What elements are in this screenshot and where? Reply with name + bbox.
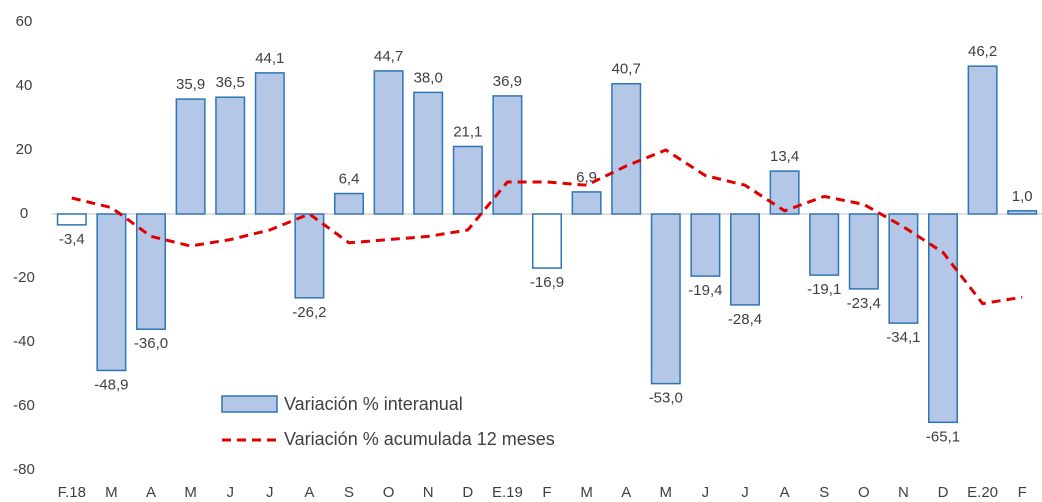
bar bbox=[690, 213, 721, 277]
data-label: -3,4 bbox=[59, 231, 85, 248]
y-tick-label: 40 bbox=[16, 77, 33, 94]
x-tick-label: A bbox=[780, 484, 790, 501]
data-label: 40,7 bbox=[612, 61, 641, 78]
bar bbox=[611, 83, 642, 215]
data-label: -65,1 bbox=[926, 428, 960, 445]
x-tick-label: N bbox=[423, 484, 434, 501]
x-tick-label: M bbox=[660, 484, 673, 501]
bar bbox=[650, 213, 681, 385]
x-tick-label: J bbox=[226, 484, 234, 501]
x-tick-label: A bbox=[621, 484, 631, 501]
data-label: 36,9 bbox=[493, 73, 522, 90]
data-label: 13,4 bbox=[770, 148, 799, 165]
x-tick-label: F.18 bbox=[58, 484, 86, 501]
bar bbox=[254, 72, 285, 215]
x-tick-label: S bbox=[344, 484, 354, 501]
y-tick-label: -60 bbox=[13, 397, 35, 414]
bar bbox=[848, 213, 879, 290]
x-tick-label: S bbox=[819, 484, 829, 501]
bar bbox=[294, 213, 325, 299]
x-tick-label: J bbox=[266, 484, 274, 501]
bar bbox=[56, 213, 87, 226]
x-tick-label: D bbox=[938, 484, 949, 501]
bar bbox=[571, 191, 602, 215]
data-label: 35,9 bbox=[176, 76, 205, 93]
bar bbox=[1007, 210, 1038, 215]
data-label: -28,4 bbox=[728, 311, 762, 328]
y-tick-label: -20 bbox=[13, 269, 35, 286]
data-label: -19,4 bbox=[688, 282, 722, 299]
x-tick-label: F bbox=[542, 484, 551, 501]
x-tick-label: D bbox=[462, 484, 473, 501]
bar bbox=[452, 145, 483, 215]
data-label: -23,4 bbox=[847, 295, 881, 312]
legend-swatch-bar bbox=[221, 395, 278, 413]
x-tick-label: M bbox=[580, 484, 593, 501]
x-tick-label: O bbox=[383, 484, 395, 501]
x-tick-label: M bbox=[184, 484, 197, 501]
data-label: 38,0 bbox=[414, 69, 443, 86]
x-tick-label: E.19 bbox=[492, 484, 523, 501]
line bbox=[71, 148, 1023, 306]
data-label: 6,4 bbox=[339, 170, 360, 187]
plot: -80 -60 -40 -20 0 20 40 60 F.18 M A M J J A S O N D E.19 F M A… bbox=[13, 13, 1042, 501]
legend-label: Variación % acumulada 12 meses bbox=[284, 429, 555, 449]
data-label: -34,1 bbox=[886, 329, 920, 346]
bar bbox=[135, 213, 167, 330]
x-tick-label: O bbox=[858, 484, 870, 501]
x-tick-label: M bbox=[105, 484, 118, 501]
x-tick-label: F bbox=[1018, 484, 1027, 501]
data-label: -19,1 bbox=[807, 281, 841, 298]
data-label: 1,0 bbox=[1012, 188, 1033, 205]
x-tick-label: J bbox=[741, 484, 749, 501]
y-tick-label: 20 bbox=[16, 141, 33, 158]
data-label: -53,0 bbox=[649, 390, 683, 407]
data-label: -16,9 bbox=[530, 274, 564, 291]
bar bbox=[175, 98, 206, 215]
data-label: -36,0 bbox=[134, 335, 168, 352]
bar bbox=[531, 213, 563, 269]
legend: Variación % interanual Variación % acumu… bbox=[221, 394, 555, 449]
bar bbox=[809, 213, 840, 276]
bar bbox=[927, 213, 959, 424]
bar bbox=[96, 213, 127, 372]
y-tick-label: 60 bbox=[16, 13, 33, 30]
data-label: 44,7 bbox=[374, 48, 403, 65]
y-tick-label: 0 bbox=[20, 205, 28, 222]
x-tick-label: J bbox=[702, 484, 710, 501]
bar bbox=[967, 65, 998, 215]
data-label: 46,2 bbox=[968, 43, 997, 60]
data-label: 21,1 bbox=[453, 123, 482, 140]
x-tick-label: A bbox=[304, 484, 314, 501]
bar bbox=[215, 96, 246, 215]
x-tick-label: E.20 bbox=[967, 484, 998, 501]
data-label: 44,1 bbox=[255, 50, 284, 67]
data-label: -48,9 bbox=[94, 376, 128, 393]
x-tick-label: N bbox=[898, 484, 909, 501]
y-tick-label: -40 bbox=[13, 333, 35, 350]
y-tick-label: -80 bbox=[13, 461, 35, 478]
bar bbox=[729, 213, 761, 306]
bar bbox=[333, 192, 365, 215]
bar bbox=[413, 91, 444, 215]
bar bbox=[373, 70, 404, 215]
legend-label: Variación % interanual bbox=[284, 394, 463, 414]
data-label: 36,5 bbox=[216, 74, 245, 91]
x-tick-label: A bbox=[146, 484, 156, 501]
data-label: -26,2 bbox=[292, 304, 326, 321]
bar bbox=[888, 213, 919, 324]
